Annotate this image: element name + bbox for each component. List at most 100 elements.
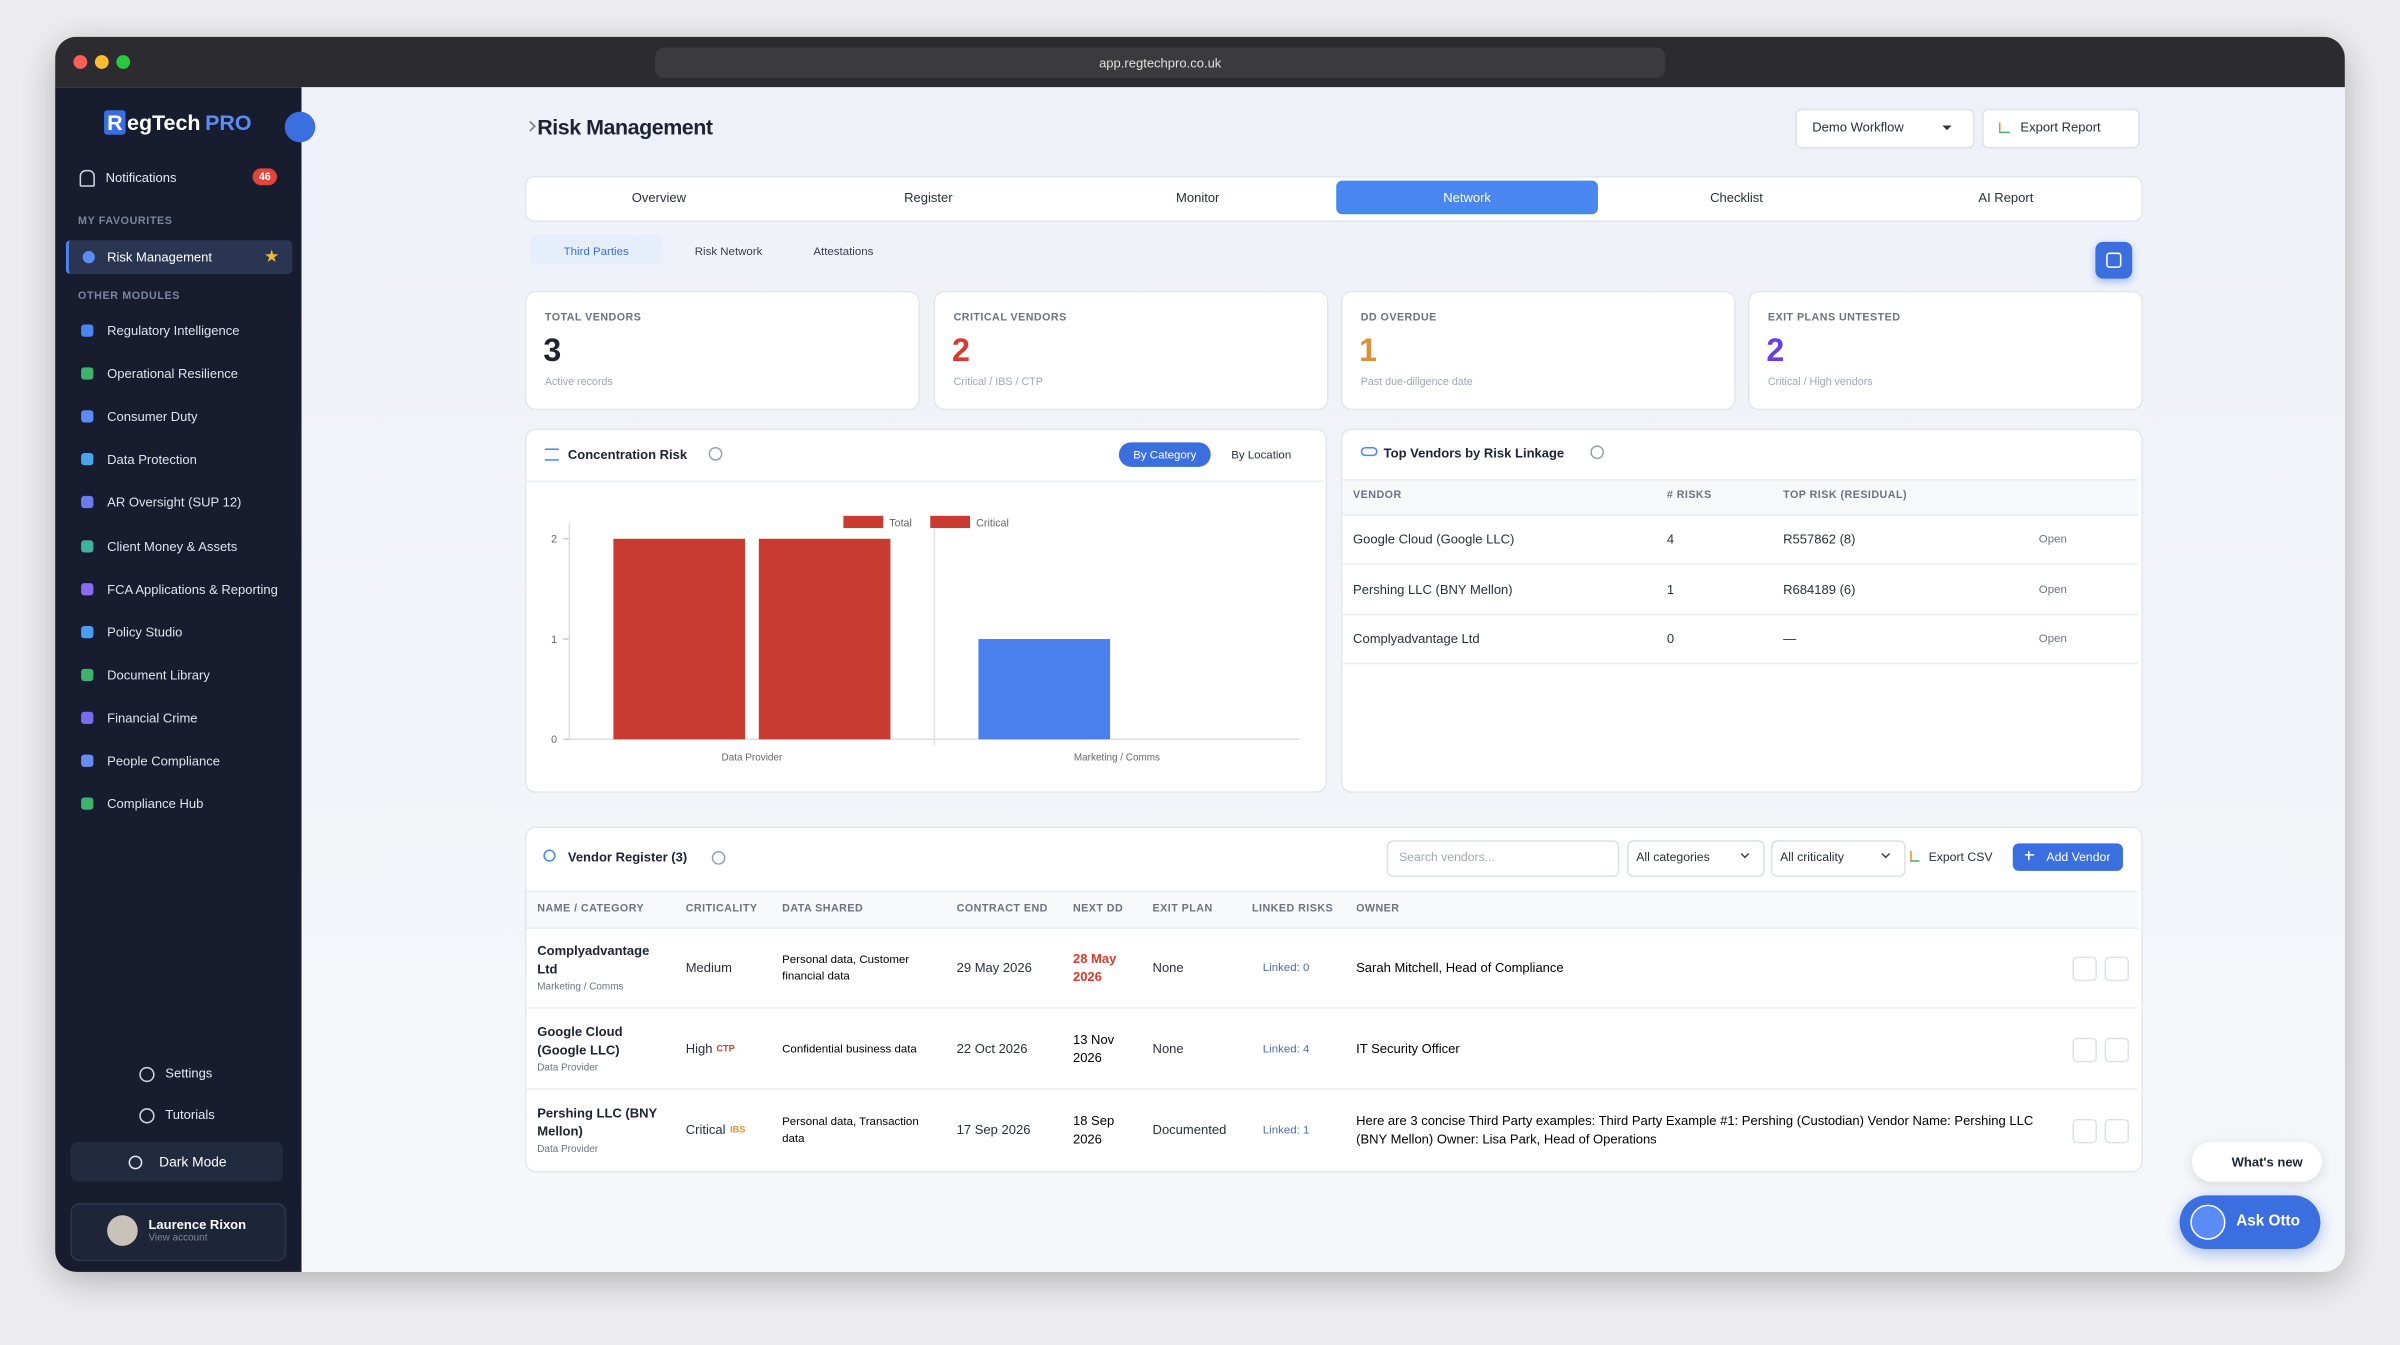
- column-header: LINKED RISKS: [1252, 903, 1334, 915]
- kpi-label: TOTAL VENDORS: [544, 313, 642, 324]
- info-icon: [711, 851, 726, 865]
- toggle[interactable]: By Location: [1231, 447, 1292, 462]
- section-heading: OTHER MODULES: [78, 291, 181, 303]
- kpi-card: [524, 290, 920, 411]
- x-tick-label: Data Provider: [722, 753, 783, 764]
- toggle-active[interactable]: [1118, 442, 1211, 467]
- module-icon: [81, 496, 94, 509]
- vendor-name: Complyadvantage Ltd: [1353, 630, 1480, 646]
- kpi-value: 2: [952, 333, 970, 369]
- panel-toggle[interactable]: [2095, 241, 2133, 279]
- column-header: CRITICALITY: [685, 903, 758, 915]
- exit-plan: Documented: [1152, 1121, 1227, 1138]
- max-dot[interactable]: [116, 55, 131, 69]
- edit-button[interactable]: [2072, 1037, 2097, 1063]
- add-label: Add Vendor: [2046, 850, 2111, 865]
- x-tick-label: Marketing / Comms: [1074, 753, 1160, 764]
- delete-button[interactable]: [2104, 956, 2130, 982]
- open-link[interactable]: Open: [2038, 631, 2067, 646]
- module-link[interactable]: AR Oversight (SUP 12): [107, 494, 242, 511]
- vendor-category: Data Provider: [537, 1144, 599, 1155]
- tutorials[interactable]: Tutorials: [165, 1106, 215, 1122]
- settings[interactable]: Settings: [165, 1065, 213, 1081]
- criticality: High: [685, 1040, 713, 1057]
- module-link[interactable]: Financial Crime: [107, 710, 198, 726]
- edit-button[interactable]: [2072, 1118, 2097, 1144]
- legend-swatch: [843, 515, 884, 529]
- user-link: View account: [148, 1232, 208, 1244]
- criticality-tag: IBS: [730, 1126, 746, 1136]
- top-risk: R557862 (8): [1783, 531, 1856, 547]
- tab[interactable]: Register: [904, 189, 953, 206]
- tab-active[interactable]: [1336, 180, 1598, 215]
- owner: IT Security Officer: [1356, 1040, 1460, 1057]
- badge-count: 46: [258, 172, 271, 183]
- close-dot[interactable]: [73, 55, 88, 69]
- subtab[interactable]: Risk Network: [694, 244, 763, 258]
- legend-swatch: [930, 515, 971, 529]
- url-bar[interactable]: app.regtechpro.co.uk: [655, 47, 1666, 79]
- vendor-category: Data Provider: [537, 1063, 599, 1074]
- module-icon: [81, 668, 94, 681]
- criticality: Medium: [685, 959, 732, 975]
- tab[interactable]: AI Report: [1978, 189, 2034, 206]
- filter-select[interactable]: [1770, 840, 1906, 878]
- subtab[interactable]: Third Parties: [563, 244, 629, 258]
- register-card: [524, 826, 2143, 1173]
- delete-button[interactable]: [2104, 1118, 2130, 1144]
- module-link[interactable]: FCA Applications & Reporting: [107, 581, 278, 597]
- open-link[interactable]: Open: [2038, 581, 2067, 596]
- tab[interactable]: Network: [1443, 189, 1491, 206]
- module-link[interactable]: Compliance Hub: [107, 796, 204, 812]
- risk-count: 0: [1666, 630, 1675, 646]
- kpi-value: 1: [1359, 333, 1378, 369]
- divider: [524, 480, 1324, 483]
- whats-new-pill[interactable]: [2191, 1141, 2322, 1182]
- kpi-card: [1747, 290, 2143, 411]
- module-link[interactable]: Document Library: [107, 667, 210, 683]
- search-placeholder: Search vendors...: [1398, 850, 1495, 865]
- search-box[interactable]: [1386, 840, 1620, 878]
- module-link[interactable]: Client Money & Assets: [107, 538, 238, 554]
- column-header: CONTRACT END: [956, 903, 1048, 915]
- export-csv[interactable]: Export CSV: [1928, 850, 1993, 865]
- open-link[interactable]: Open: [2038, 531, 2067, 546]
- kpi-value: 3: [543, 333, 562, 369]
- module-icon: [81, 410, 94, 423]
- module-link[interactable]: Policy Studio: [107, 624, 183, 640]
- bar-icon: [1910, 851, 1920, 862]
- bar-icon: [1998, 122, 2010, 134]
- export-button[interactable]: [1982, 108, 2140, 149]
- subtab[interactable]: Attestations: [813, 244, 874, 258]
- tab[interactable]: Checklist: [1710, 189, 1763, 206]
- collapse-button[interactable]: [284, 111, 316, 143]
- browser-bar: app.regtechpro.co.uk: [55, 36, 2345, 88]
- tab[interactable]: Monitor: [1176, 189, 1220, 206]
- module-link[interactable]: Regulatory Intelligence: [107, 322, 240, 339]
- tab[interactable]: Overview: [631, 189, 687, 206]
- column-header: VENDOR: [1353, 490, 1402, 502]
- subtab-active[interactable]: [529, 235, 663, 265]
- kpi-card: [1340, 290, 1736, 411]
- module-link[interactable]: Operational Resilience: [107, 365, 239, 382]
- column-header: # RISKS: [1666, 490, 1712, 502]
- min-dot[interactable]: [94, 55, 109, 69]
- module-link[interactable]: Consumer Duty: [107, 408, 198, 425]
- owner: Sarah Mitchell, Head of Compliance: [1356, 959, 1564, 975]
- dark-mode-button[interactable]: [70, 1141, 284, 1182]
- avatar: [107, 1215, 138, 1246]
- filter-select[interactable]: [1627, 840, 1765, 878]
- module-link[interactable]: Data Protection: [107, 451, 197, 468]
- toggle[interactable]: By Category: [1133, 447, 1197, 462]
- delete-button[interactable]: [2104, 1037, 2130, 1063]
- brand-initial: R: [107, 110, 123, 135]
- brand-mark: [104, 110, 126, 135]
- column-header: DATA SHARED: [782, 903, 864, 915]
- favourite-item[interactable]: [65, 240, 293, 274]
- exit-plan: None: [1152, 1040, 1184, 1057]
- module-link[interactable]: People Compliance: [107, 753, 220, 769]
- user-card[interactable]: [70, 1203, 287, 1262]
- edit-button[interactable]: [2072, 956, 2097, 982]
- bell-icon: [79, 169, 95, 187]
- y-tick-label: 2: [551, 534, 557, 546]
